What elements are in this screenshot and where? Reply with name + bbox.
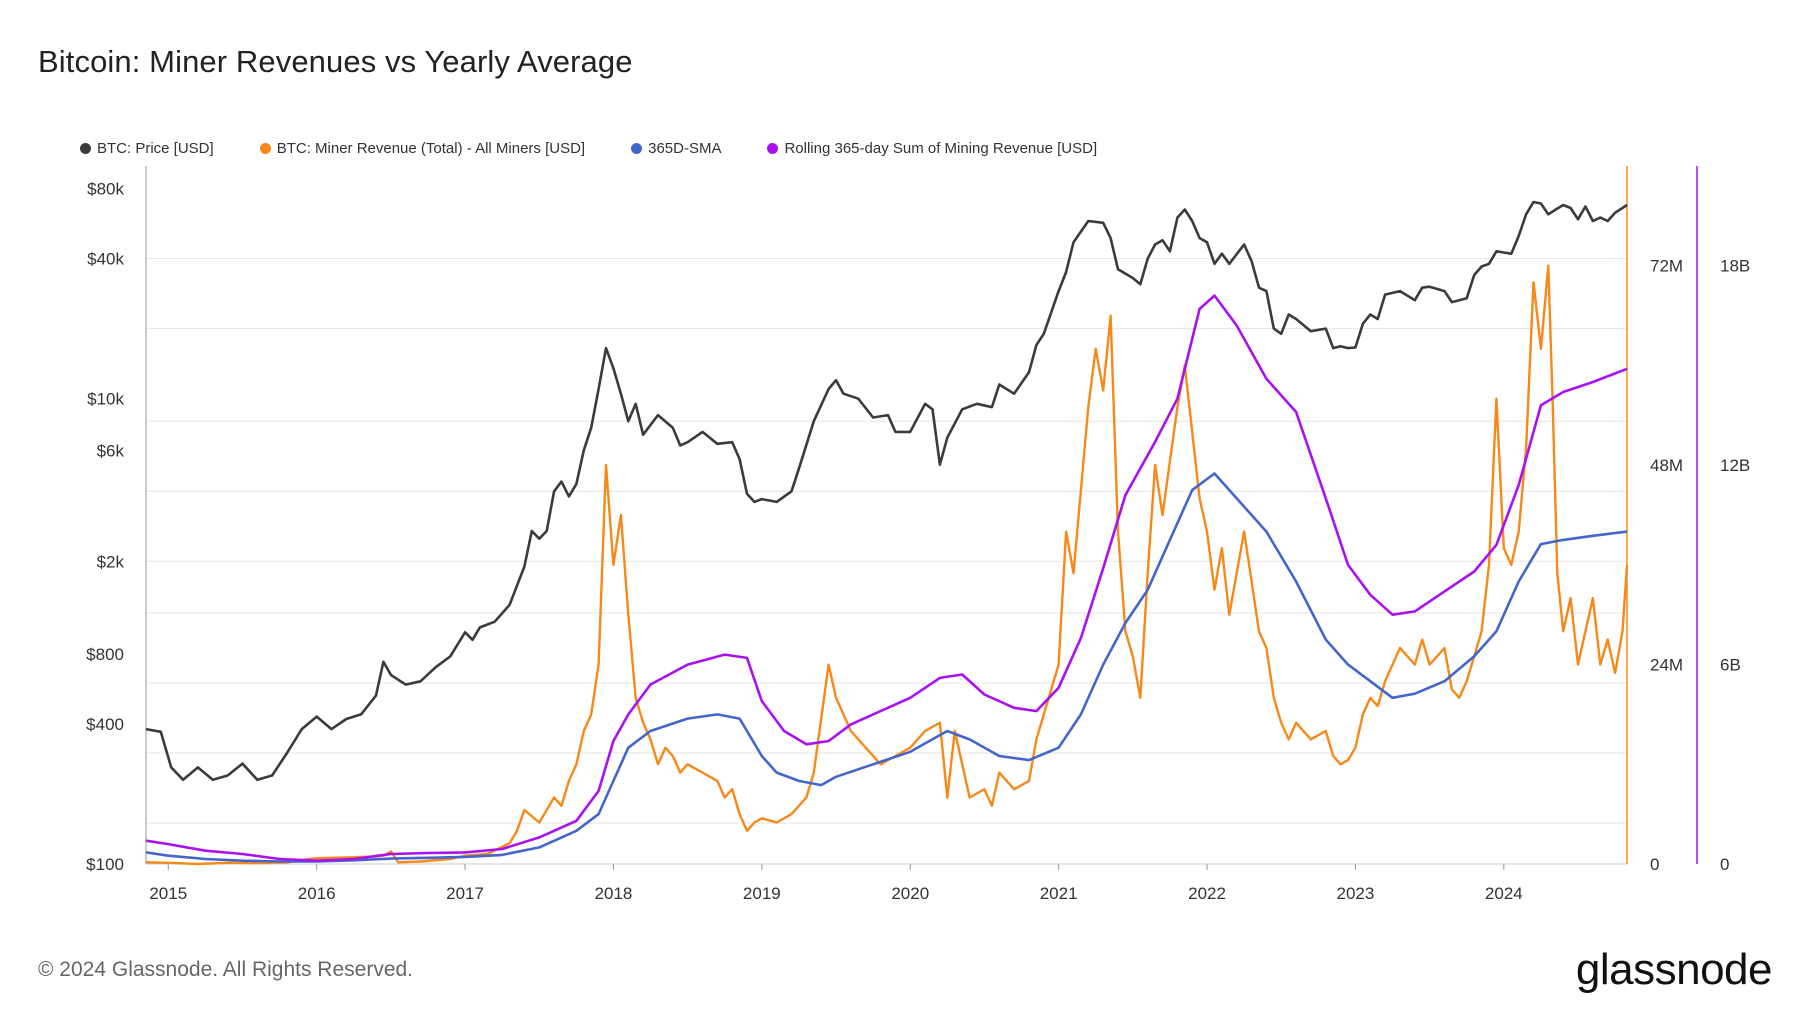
- chart-title: Bitcoin: Miner Revenues vs Yearly Averag…: [38, 44, 633, 79]
- price-tick-label: $100: [86, 855, 124, 874]
- price-line: [145, 200, 1628, 782]
- sma-line: [145, 472, 1628, 863]
- rolling-tick-label: 18B: [1720, 257, 1750, 276]
- rolling-tick-label: 6B: [1720, 656, 1741, 675]
- chart-legend: BTC: Price [USD] BTC: Miner Revenue (Tot…: [80, 140, 1097, 157]
- x-tick-label: 2015: [149, 884, 187, 903]
- revenue-tick-label: 72M: [1650, 257, 1683, 276]
- x-tick-label: 2019: [743, 884, 781, 903]
- x-tick-label: 2024: [1485, 884, 1523, 903]
- legend-item-miner-revenue[interactable]: BTC: Miner Revenue (Total) - All Miners …: [259, 140, 586, 157]
- x-tick-label: 2020: [891, 884, 929, 903]
- price-tick-label: $40k: [87, 250, 124, 269]
- price-tick-label: $80k: [87, 180, 124, 199]
- x-tick-label: 2021: [1040, 884, 1078, 903]
- legend-label-price: BTC: Price [USD]: [97, 140, 214, 157]
- x-tick-label: 2023: [1337, 884, 1375, 903]
- price-tick-label: $6k: [97, 441, 125, 460]
- legend-item-sma[interactable]: 365D-SMA: [631, 140, 721, 157]
- price-tick-label: $800: [86, 645, 124, 664]
- legend-label-rolling-sum: Rolling 365-day Sum of Mining Revenue [U…: [784, 140, 1098, 157]
- legend-dot-sma-icon: [631, 143, 643, 154]
- legend-label-miner-revenue: BTC: Miner Revenue (Total) - All Miners …: [276, 140, 586, 157]
- x-tick-label: 2022: [1188, 884, 1226, 903]
- price-tick-label: $400: [86, 715, 124, 734]
- price-tick-label: $2k: [97, 552, 125, 571]
- price-tick-label: $10k: [87, 390, 124, 409]
- glassnode-logo: glassnode: [1575, 945, 1773, 994]
- chart-area: 2015 2016 2017 2018 2019 2020 2021 2022 2023 2024…: [86, 166, 1750, 903]
- revenue-tick-label: 48M: [1650, 456, 1683, 475]
- revenue-tick-label: 24M: [1650, 656, 1683, 675]
- revenue-tick-label: 0: [1650, 855, 1659, 874]
- legend-dot-price-icon: [80, 143, 91, 154]
- x-tick-label: 2017: [446, 884, 484, 903]
- x-tick-label: 2018: [595, 884, 633, 903]
- legend-dot-miner-revenue-icon: [259, 143, 271, 154]
- rolling-sum-line: [145, 294, 1628, 862]
- rolling-tick-label: 12B: [1720, 456, 1750, 475]
- copyright-footer: © 2024 Glassnode. All Rights Reserved.: [38, 958, 414, 981]
- legend-dot-rolling-sum-icon: [767, 143, 779, 154]
- legend-label-sma: 365D-SMA: [648, 140, 722, 157]
- legend-item-rolling-sum[interactable]: Rolling 365-day Sum of Mining Revenue [U…: [767, 140, 1097, 157]
- miner-revenue-line: [145, 264, 1629, 866]
- x-tick-label: 2016: [298, 884, 336, 903]
- rolling-tick-label: 0: [1720, 855, 1729, 874]
- legend-item-price[interactable]: BTC: Price [USD]: [80, 140, 214, 157]
